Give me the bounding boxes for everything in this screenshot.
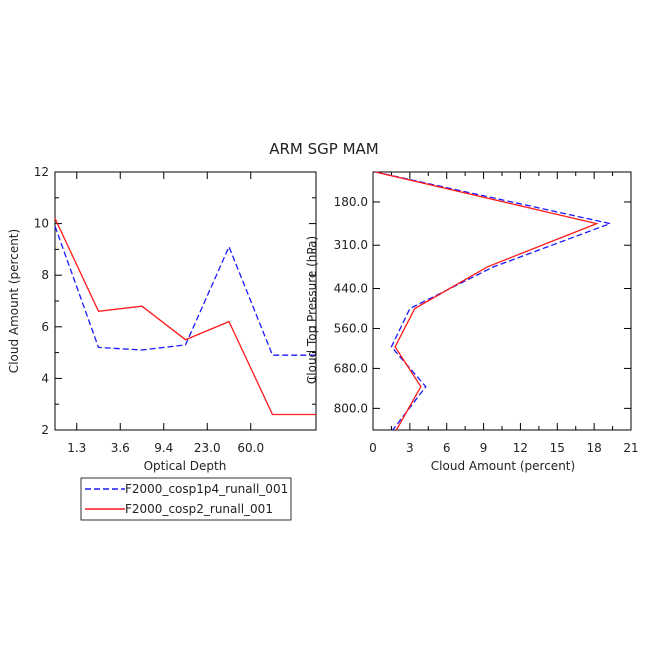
left-y-tick-label: 4 [41, 371, 49, 385]
legend: F2000_cosp1p4_runall_001 F2000_cosp2_run… [80, 477, 292, 521]
right-series-line-1 [375, 171, 613, 431]
left-x-axis-label: Optical Depth [144, 459, 227, 473]
right-y-tick-label: 180.0 [334, 195, 368, 209]
left-y-axis-label: Cloud Amount (percent) [7, 229, 21, 373]
right-x-tick-label: 9 [480, 441, 488, 455]
right-plot-frame [372, 171, 632, 431]
left-x-tick-label: 3.6 [111, 441, 130, 455]
right-y-tick-label: 310.0 [334, 238, 368, 252]
left-y-tick-label: 8 [41, 268, 49, 282]
left-y-tick-label: 12 [34, 165, 49, 179]
right-y-tick-label: 800.0 [334, 401, 368, 415]
left-y-tick-label: 6 [41, 320, 49, 334]
legend-label-series1: F2000_cosp1p4_runall_001 [125, 482, 288, 496]
right-x-tick-label: 0 [369, 441, 377, 455]
chart-title: ARM SGP MAM [269, 140, 379, 158]
right-panel: 0 3 6 9 12 15 18 21 180.0 310.0 440.0 560.0 680.0 800… [305, 171, 639, 473]
left-x-tick-label: 23.0 [194, 441, 221, 455]
left-x-tick-label: 1.3 [67, 441, 86, 455]
right-x-tick-label: 3 [406, 441, 414, 455]
right-y-tick-label: 680.0 [334, 361, 368, 375]
left-x-tick-label: 9.4 [154, 441, 173, 455]
legend-box [80, 477, 292, 521]
right-x-tick-label: 15 [550, 441, 565, 455]
left-x-tick-label: 60.0 [237, 441, 264, 455]
right-x-tick-label: 18 [587, 441, 602, 455]
left-y-tick-label: 2 [41, 423, 49, 437]
left-series-line-2 [54, 218, 316, 416]
right-x-tick-label: 12 [513, 441, 528, 455]
legend-label-series2: F2000_cosp2_runall_001 [125, 502, 273, 516]
right-series-line-2 [375, 171, 599, 431]
right-x-tick-label: 6 [443, 441, 451, 455]
left-series-line-1 [54, 225, 316, 356]
right-x-axis-label: Cloud Amount (percent) [431, 459, 575, 473]
right-y-tick-label: 560.0 [334, 321, 368, 335]
right-x-tick-label: 21 [623, 441, 638, 455]
right-y-tick-label: 440.0 [334, 282, 368, 296]
right-y-axis-label: Cloud Top Pressure (hPa) [305, 236, 319, 384]
left-y-tick-label: 10 [34, 217, 49, 231]
